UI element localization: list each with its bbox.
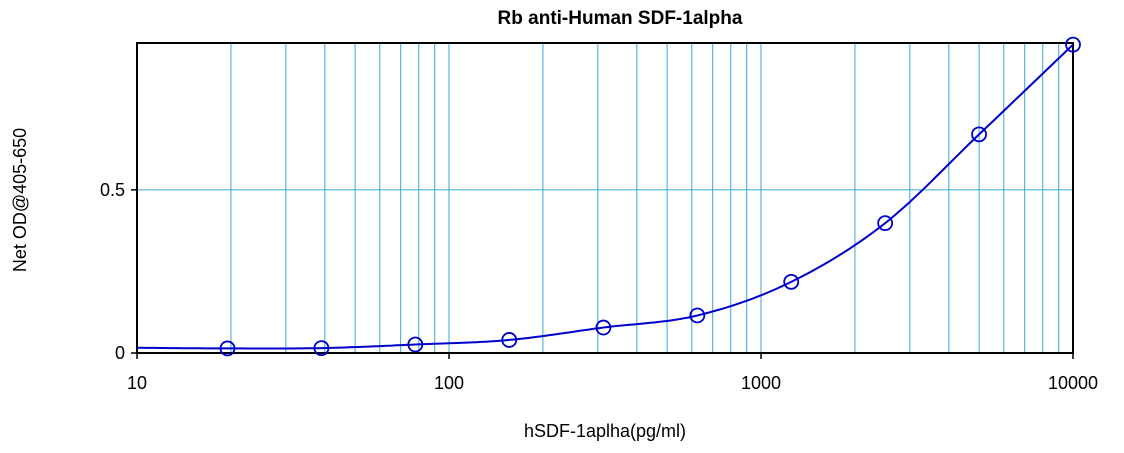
fit-curve (137, 43, 1074, 350)
x-tick-label: 100 (434, 373, 464, 393)
grid (137, 43, 1073, 353)
data-point (313, 340, 330, 357)
data-points (219, 36, 1081, 357)
data-point (501, 332, 518, 348)
data-point (783, 273, 800, 290)
y-tick-label: 0.5 (100, 180, 125, 200)
data-point (689, 307, 706, 324)
chart-title: Rb anti-Human SDF-1alpha (498, 8, 743, 29)
x-tick-label: 1000 (741, 373, 781, 393)
x-tick-label: 10000 (1048, 373, 1098, 393)
data-point (1065, 36, 1081, 53)
data-point (595, 319, 612, 336)
plot-area (136, 42, 1074, 354)
x-axis-label: hSDF-1aplha(pg/ml) (524, 421, 686, 441)
data-point (407, 336, 424, 353)
y-tick-label: 0 (115, 343, 125, 363)
fit-line (137, 43, 1074, 350)
data-point (971, 126, 987, 143)
data-point (219, 340, 236, 357)
x-tick-label: 10 (127, 373, 147, 393)
y-axis-label: Net OD@405-650 (10, 128, 30, 272)
axis-ticks: 10 100 1000 10000 0 0.5 (100, 180, 1098, 393)
data-point (877, 215, 894, 232)
